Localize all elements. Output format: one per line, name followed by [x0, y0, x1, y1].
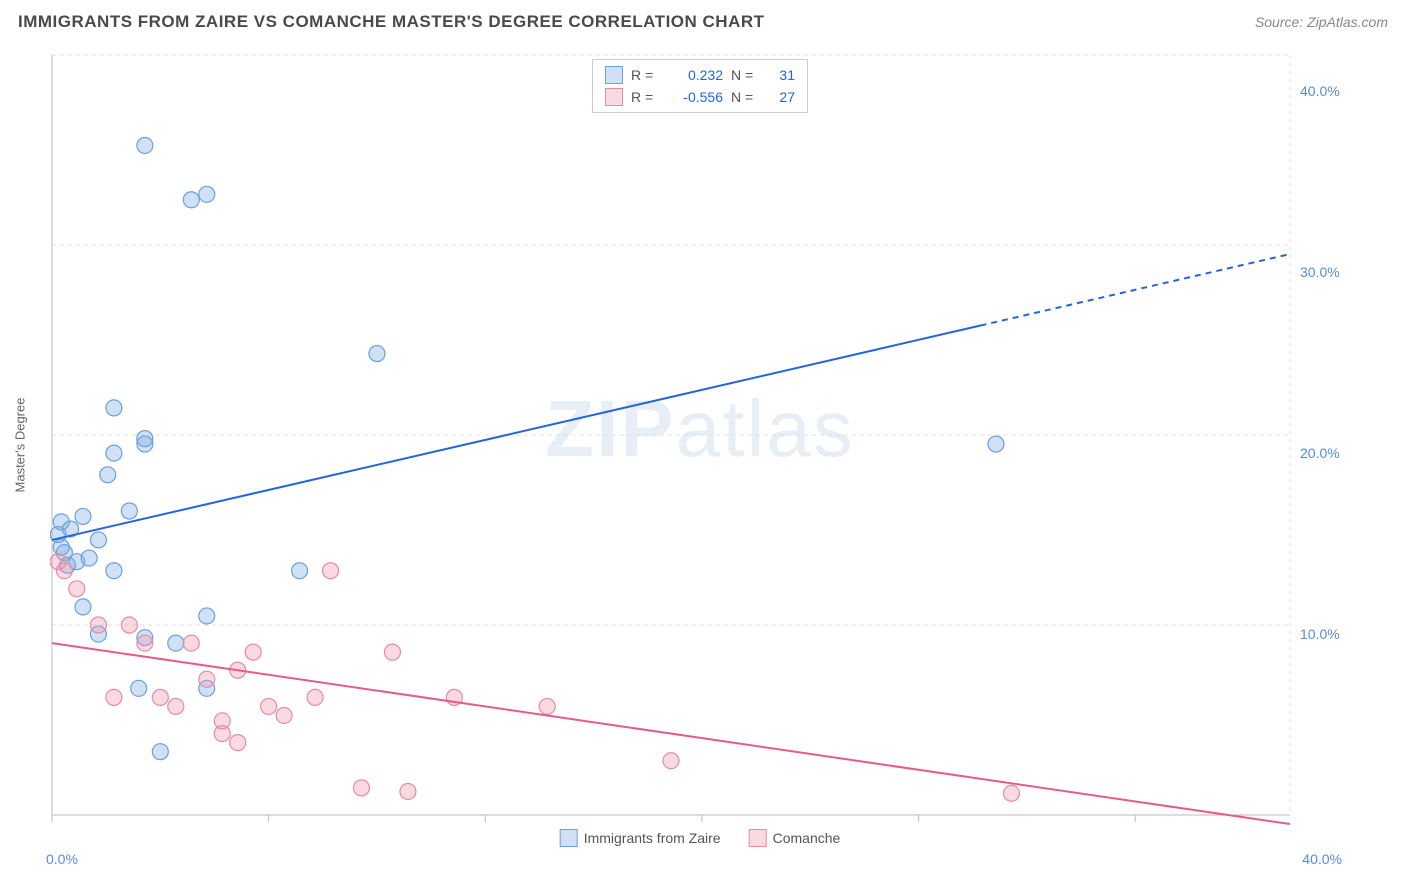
svg-text:10.0%: 10.0% [1300, 626, 1340, 642]
r-label: R = [631, 89, 659, 105]
r-label: R = [631, 67, 659, 83]
n-label: N = [731, 67, 759, 83]
swatch-comanche [605, 88, 623, 106]
legend-item-comanche: Comanche [749, 829, 841, 847]
n-value-comanche: 27 [767, 89, 795, 105]
y-axis-label: Master's Degree [13, 398, 28, 493]
x-min-label: 0.0% [46, 851, 78, 867]
correlation-legend: R = 0.232 N = 31 R = -0.556 N = 27 [592, 59, 808, 113]
svg-text:30.0%: 30.0% [1300, 264, 1340, 280]
source-attribution: Source: ZipAtlas.com [1255, 14, 1388, 30]
svg-text:40.0%: 40.0% [1300, 83, 1340, 99]
legend-label-comanche: Comanche [773, 830, 841, 846]
r-value-zaire: 0.232 [667, 67, 723, 83]
chart-title: IMMIGRANTS FROM ZAIRE VS COMANCHE MASTER… [18, 12, 765, 32]
r-value-comanche: -0.556 [667, 89, 723, 105]
legend-label-zaire: Immigrants from Zaire [584, 830, 721, 846]
swatch-comanche-icon [749, 829, 767, 847]
chart-area: Master's Degree ZIPatlas 10.0%20.0%30.0%… [50, 45, 1350, 845]
scatter-plot: 10.0% 20.0% 30.0% 40.0% [50, 45, 1350, 845]
legend-item-zaire: Immigrants from Zaire [560, 829, 721, 847]
n-label: N = [731, 89, 759, 105]
n-value-zaire: 31 [767, 67, 795, 83]
legend-row-comanche: R = -0.556 N = 27 [605, 86, 795, 108]
swatch-zaire [605, 66, 623, 84]
swatch-zaire-icon [560, 829, 578, 847]
series-legend: Immigrants from Zaire Comanche [560, 829, 841, 847]
svg-text:20.0%: 20.0% [1300, 445, 1340, 461]
legend-row-zaire: R = 0.232 N = 31 [605, 64, 795, 86]
x-max-label: 40.0% [1302, 851, 1342, 867]
